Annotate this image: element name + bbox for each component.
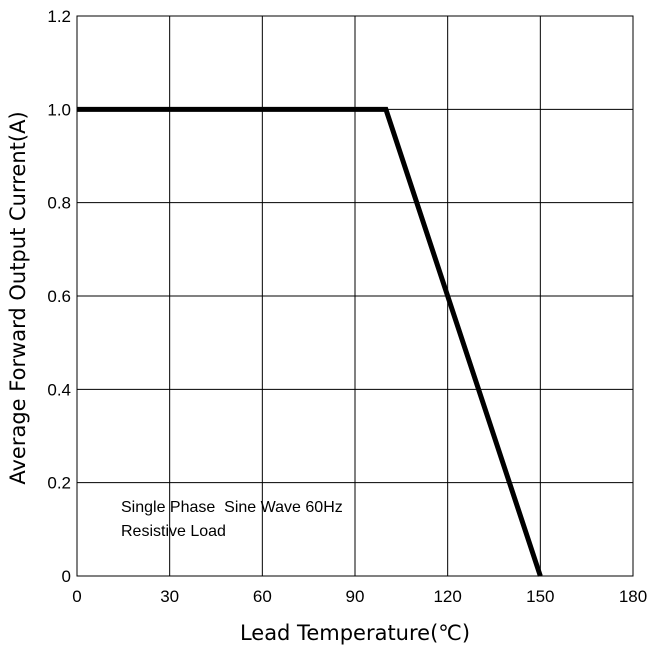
series-layer (77, 106, 543, 577)
y-tick-label: 0.8 (47, 194, 71, 213)
x-tick-labels: 0 30 60 90 120 150 180 (72, 587, 647, 606)
x-tick-label: 90 (346, 587, 365, 606)
plot-frame (76, 15, 634, 577)
y-tick-label: 0.4 (47, 380, 71, 399)
y-tick-label: 1.2 (47, 7, 71, 26)
y-tick-labels: 0 0.2 0.4 0.6 0.8 1.0 1.2 (47, 7, 71, 586)
x-tick-label: 60 (253, 587, 272, 606)
x-tick-label: 120 (433, 587, 461, 606)
y-tick-label: 0.6 (47, 287, 71, 306)
annotation-line-1: Single Phase Sine Wave 60Hz (121, 499, 343, 516)
x-axis-title: Lead Temperature(℃) (240, 621, 470, 645)
grid-lines (77, 16, 633, 576)
y-axis-title: Average Forward Output Current(A) (6, 111, 30, 484)
x-tick-label: 180 (619, 587, 647, 606)
x-tick-label: 30 (160, 587, 179, 606)
x-tick-label: 0 (72, 587, 81, 606)
series-line (77, 106, 543, 577)
x-tick-label: 150 (526, 587, 554, 606)
y-tick-label: 1.0 (47, 100, 71, 119)
y-tick-label: 0 (62, 567, 71, 586)
y-tick-label: 0.2 (47, 474, 71, 493)
annotation-line-2: Resistive Load (121, 523, 226, 540)
